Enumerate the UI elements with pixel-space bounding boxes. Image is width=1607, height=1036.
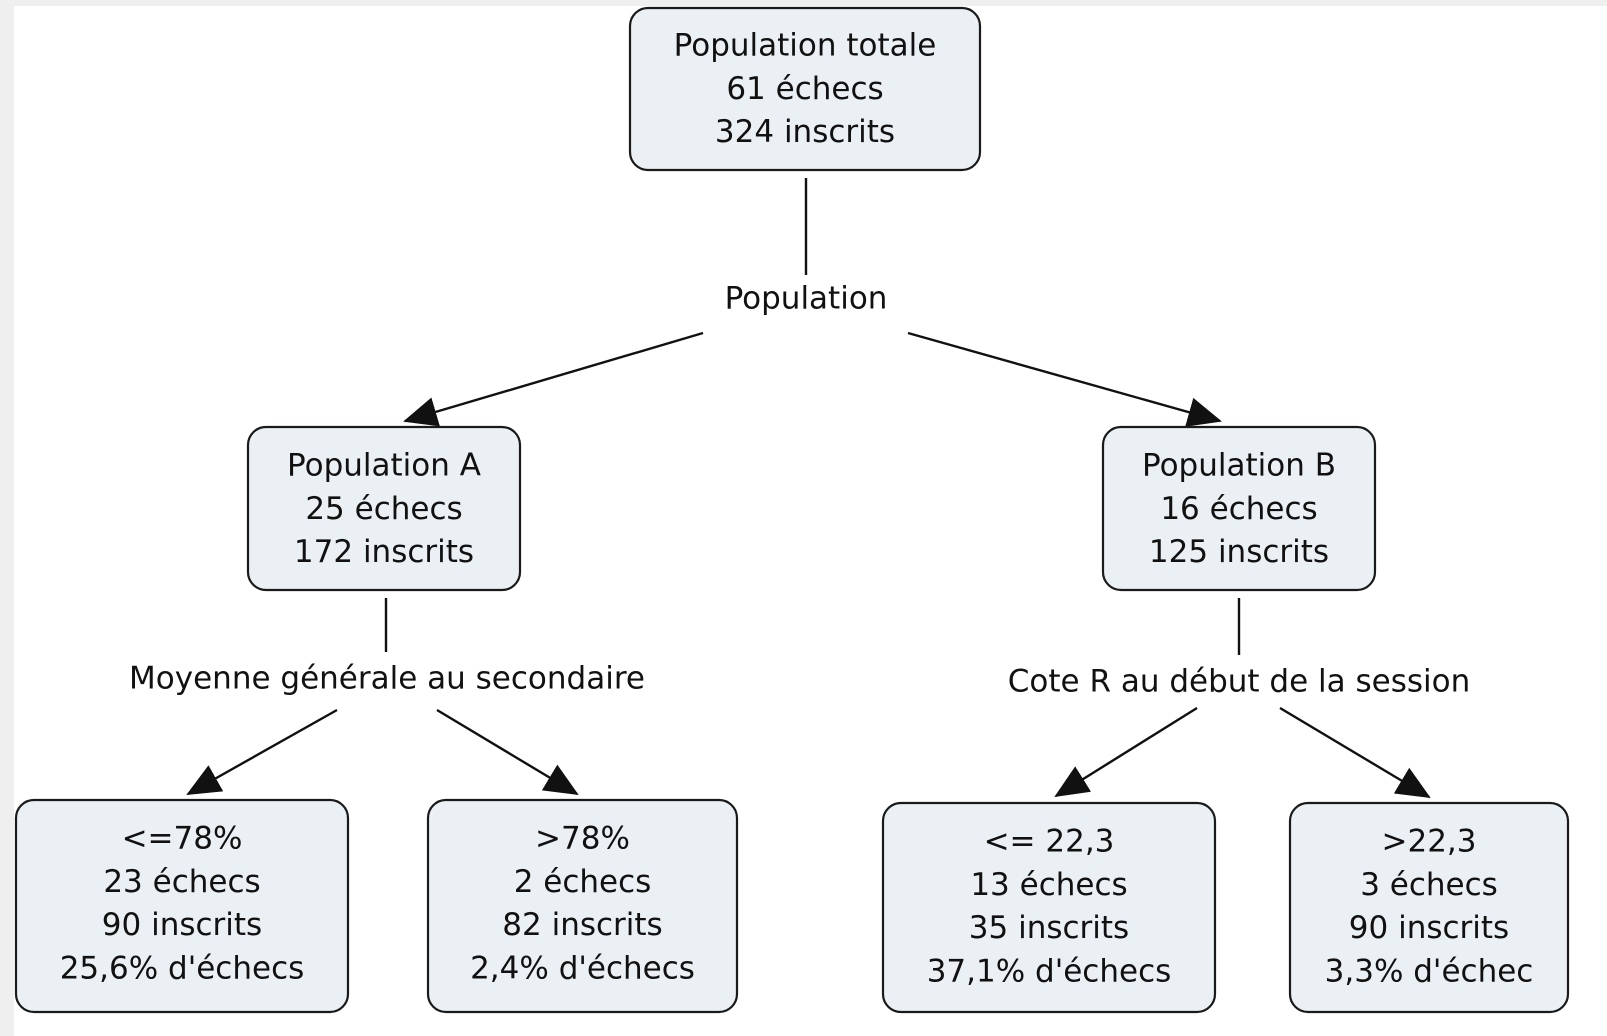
node-text: 90 inscrits — [1349, 910, 1509, 946]
node-text: 13 échecs — [970, 867, 1127, 903]
node-text: Population B — [1142, 448, 1336, 484]
node-text: 35 inscrits — [969, 910, 1129, 946]
arrow — [186, 708, 338, 796]
node-text: 25,6% d'échecs — [60, 950, 305, 986]
node-text: >22,3 — [1382, 824, 1477, 860]
node-text: Population A — [287, 448, 481, 484]
node: Population B 16 échecs 125 inscrits — [1101, 425, 1377, 592]
node-box — [1288, 801, 1570, 1014]
node: Population totale 61 échecs 324 inscrits — [628, 6, 982, 172]
node: Population A 25 échecs 172 inscrits — [246, 425, 522, 592]
arrow — [1054, 706, 1198, 798]
arrow — [436, 708, 579, 796]
node-box — [426, 798, 739, 1014]
node-box — [1101, 425, 1377, 592]
node-text: <=78% — [122, 821, 243, 857]
node: <= 22,3 13 échecs 35 inscrits 37,1% d'échec… — [881, 801, 1217, 1014]
arrow — [1279, 706, 1431, 799]
node: >78% 2 échecs 82 inscrits 2,4% d'échecs — [426, 798, 739, 1014]
node: >22,3 3 échecs 90 inscrits 3,3% d'échec — [1288, 801, 1570, 1014]
node-text: 3 échecs — [1360, 867, 1498, 903]
node-box — [246, 425, 522, 592]
node-box — [14, 798, 350, 1014]
node-text: Population totale — [674, 28, 937, 64]
node: <=78% 23 échecs 90 inscrits 25,6% d'échecs — [14, 798, 350, 1014]
node-text: 90 inscrits — [102, 907, 262, 943]
edge-label: Population — [725, 281, 888, 317]
node-text: 324 inscrits — [715, 114, 895, 150]
node-box — [881, 801, 1217, 1014]
node-text: 16 échecs — [1160, 491, 1317, 527]
node-text: 82 inscrits — [502, 907, 662, 943]
connectors — [186, 178, 1431, 799]
node-text: 2,4% d'échecs — [470, 950, 695, 986]
node-text: 172 inscrits — [294, 534, 474, 570]
arrow — [907, 331, 1222, 427]
node-text: 37,1% d'échecs — [927, 953, 1172, 989]
node-text: 25 échecs — [305, 491, 462, 527]
node-text: <= 22,3 — [984, 824, 1115, 860]
node-box — [628, 6, 982, 172]
node-text: 3,3% d'échec — [1325, 953, 1534, 989]
node-text: 125 inscrits — [1149, 534, 1329, 570]
node-text: 2 échecs — [514, 864, 652, 900]
node-text: >78% — [535, 821, 630, 857]
node-text: 23 échecs — [103, 864, 260, 900]
node-text: 61 échecs — [726, 71, 883, 107]
edge-label: Cote R au début de la session — [1008, 664, 1471, 700]
edge-label: Moyenne générale au secondaire — [129, 661, 645, 697]
arrow — [403, 331, 704, 427]
